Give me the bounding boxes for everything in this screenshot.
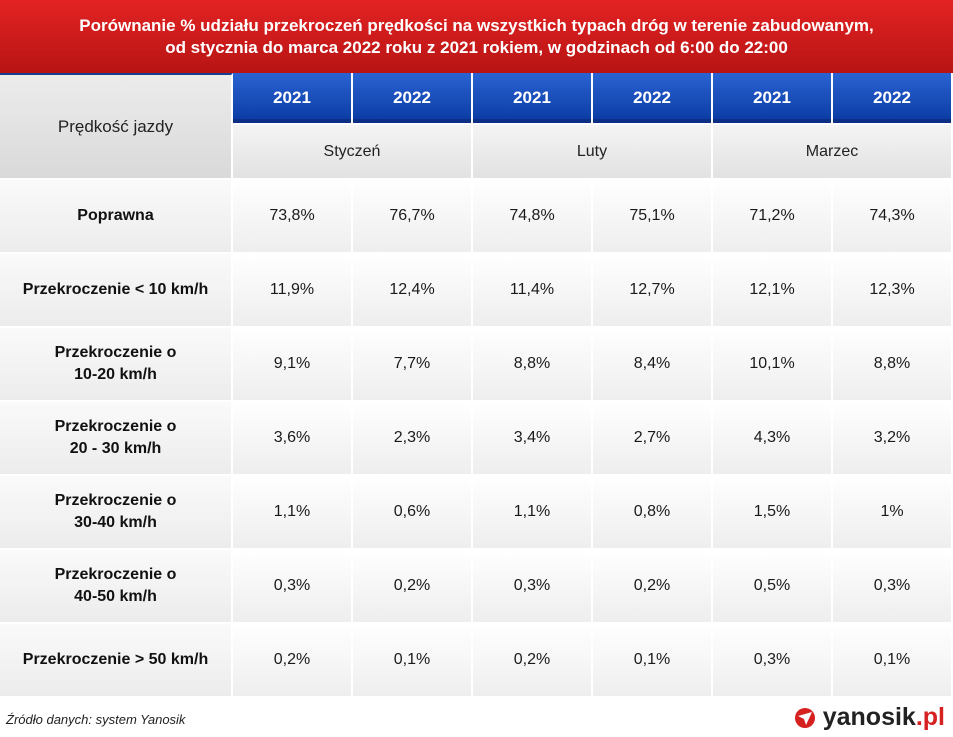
table-row: Przekroczenie o 10-20 km/h 9,1% 7,7% 8,8% 8,4… <box>0 328 953 402</box>
table-cell: 74,3% <box>833 180 953 254</box>
page-title: Porównanie % udziału przekroczeń prędkoś… <box>0 0 953 73</box>
table-cell: 12,4% <box>353 254 473 328</box>
row-label-line: Przekroczenie o <box>54 566 177 583</box>
table-cell: 9,1% <box>233 328 353 402</box>
table-cell: 3,2% <box>833 402 953 476</box>
row-label-line: 40-50 km/h <box>74 588 157 605</box>
table-cell: 10,1% <box>713 328 833 402</box>
year-header: 2021 <box>473 73 593 125</box>
table-cell: 0,1% <box>593 624 713 698</box>
table-row: Przekroczenie < 10 km/h 11,9% 12,4% 11,4% 12… <box>0 254 953 328</box>
row-label-line: Przekroczenie < 10 km/h <box>22 281 209 298</box>
row-label-line: Poprawna <box>77 207 154 224</box>
table-cell: 12,3% <box>833 254 953 328</box>
row-label-line: Przekroczenie o <box>54 344 177 361</box>
brand-logo: yanosik.pl <box>793 703 945 732</box>
table-cell: 11,4% <box>473 254 593 328</box>
row-label-line: 20 - 30 km/h <box>69 440 162 457</box>
table-cell: 8,4% <box>593 328 713 402</box>
table-cell: 1,1% <box>473 476 593 550</box>
title-line-2: od stycznia do marca 2022 roku z 2021 ro… <box>165 37 788 57</box>
table-body: Poprawna 73,8% 76,7% 74,8% 75,1% 71,2% 74,3% Pr… <box>0 180 953 698</box>
table-cell: 0,1% <box>833 624 953 698</box>
table-row: Przekroczenie o 20 - 30 km/h 3,6% 2,3% 3,4% 2… <box>0 402 953 476</box>
brand-name: yanosik <box>822 703 916 731</box>
year-header: 2022 <box>353 73 473 125</box>
row-label-line: Przekroczenie o <box>54 492 177 509</box>
row-label-line: Przekroczenie o <box>54 418 177 435</box>
table-cell: 73,8% <box>233 180 353 254</box>
row-label: Przekroczenie o 30-40 km/h <box>0 476 233 550</box>
row-header-label: Prędkość jazdy <box>0 73 233 180</box>
row-label: Poprawna <box>0 180 233 254</box>
table-cell: 0,1% <box>353 624 473 698</box>
table-row: Poprawna 73,8% 76,7% 74,8% 75,1% 71,2% 74,3% <box>0 180 953 254</box>
table-cell: 8,8% <box>833 328 953 402</box>
month-header: Styczeń <box>233 125 473 180</box>
row-label-line: Przekroczenie > 50 km/h <box>22 651 209 668</box>
table-cell: 0,2% <box>353 550 473 624</box>
table-row: Przekroczenie o 40-50 km/h 0,3% 0,2% 0,3% 0,2… <box>0 550 953 624</box>
row-label-line: 30-40 km/h <box>74 514 157 531</box>
row-label: Przekroczenie > 50 km/h <box>0 624 233 698</box>
month-header: Luty <box>473 125 713 180</box>
table-cell: 0,5% <box>713 550 833 624</box>
table-cell: 0,6% <box>353 476 473 550</box>
table-cell: 11,9% <box>233 254 353 328</box>
table-cell: 0,2% <box>233 624 353 698</box>
table-cell: 7,7% <box>353 328 473 402</box>
table-cell: 71,2% <box>713 180 833 254</box>
row-label-line: 10-20 km/h <box>74 366 157 383</box>
row-label: Przekroczenie < 10 km/h <box>0 254 233 328</box>
table-cell: 4,3% <box>713 402 833 476</box>
brand-tld: .pl <box>915 703 945 731</box>
title-line-1: Porównanie % udziału przekroczeń prędkoś… <box>79 15 874 35</box>
yanosik-logo-icon <box>793 706 817 730</box>
month-header: Marzec <box>713 125 953 180</box>
table-cell: 1% <box>833 476 953 550</box>
table-row: Przekroczenie > 50 km/h 0,2% 0,1% 0,2% 0,1% 0… <box>0 624 953 698</box>
table-cell: 75,1% <box>593 180 713 254</box>
table-cell: 12,1% <box>713 254 833 328</box>
year-header: 2022 <box>593 73 713 125</box>
row-label: Przekroczenie o 20 - 30 km/h <box>0 402 233 476</box>
table-cell: 74,8% <box>473 180 593 254</box>
row-label: Przekroczenie o 10-20 km/h <box>0 328 233 402</box>
table-cell: 0,3% <box>473 550 593 624</box>
table-cell: 0,8% <box>593 476 713 550</box>
table-cell: 2,3% <box>353 402 473 476</box>
table-cell: 3,6% <box>233 402 353 476</box>
table-cell: 2,7% <box>593 402 713 476</box>
source-note: Źródło danych: system Yanosik <box>6 712 186 727</box>
row-label: Przekroczenie o 40-50 km/h <box>0 550 233 624</box>
table-cell: 0,3% <box>713 624 833 698</box>
table-cell: 12,7% <box>593 254 713 328</box>
table-cell: 0,3% <box>233 550 353 624</box>
table-cell: 0,2% <box>473 624 593 698</box>
year-header: 2021 <box>713 73 833 125</box>
table-cell: 0,3% <box>833 550 953 624</box>
speed-table: Prędkość jazdy 2021 2022 2021 2022 2021 … <box>0 73 953 698</box>
table-cell: 1,1% <box>233 476 353 550</box>
table-cell: 0,2% <box>593 550 713 624</box>
year-header: 2022 <box>833 73 953 125</box>
table-cell: 3,4% <box>473 402 593 476</box>
year-header: 2021 <box>233 73 353 125</box>
table-cell: 76,7% <box>353 180 473 254</box>
table-cell: 8,8% <box>473 328 593 402</box>
table-row: Przekroczenie o 30-40 km/h 1,1% 0,6% 1,1% 0,8… <box>0 476 953 550</box>
table-cell: 1,5% <box>713 476 833 550</box>
